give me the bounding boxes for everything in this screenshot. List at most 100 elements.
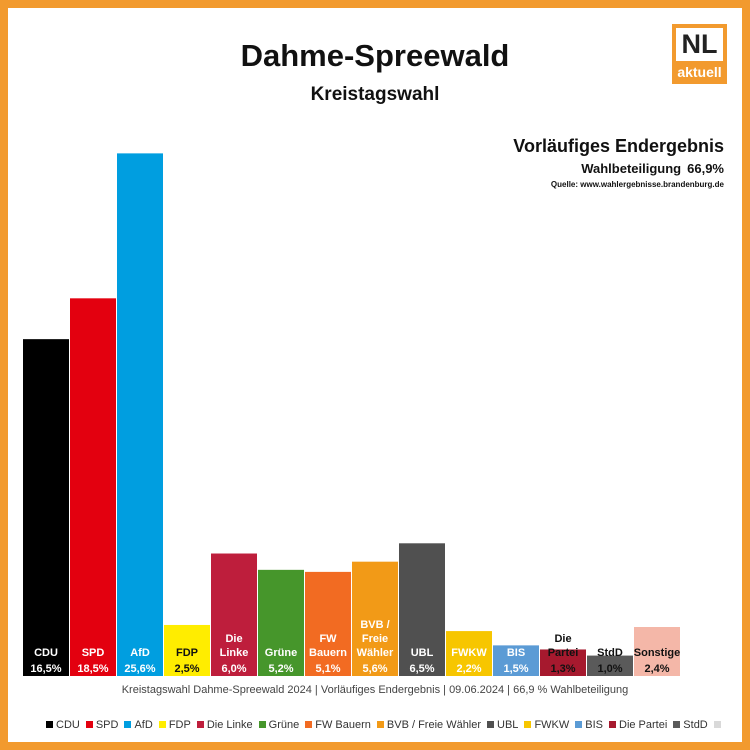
turnout-label: Wahlbeteiligung [581, 161, 682, 176]
value-label-die-partei: 1,3% [550, 663, 575, 675]
value-label-stdd: 1,0% [597, 663, 622, 675]
bar-die-linke [211, 553, 257, 676]
value-label-grüne: 5,2% [268, 663, 293, 675]
bar-label-bvb-freie-wähler-line-3: Wähler [357, 647, 394, 659]
legend-label: Die Linke [206, 719, 253, 731]
legend-item-bis: BIS [575, 719, 603, 731]
legend-label: FW Bauern [315, 719, 371, 731]
value-label-die-linke: 6,0% [221, 663, 246, 675]
value-label-bvb-freie-wähler: 5,6% [362, 663, 387, 675]
bar-ubl [399, 543, 445, 676]
result-status: Vorläufiges Endergebnis Wahlbeteiligung 6… [513, 136, 724, 189]
bar-label-die-linke-line-2: Linke [220, 647, 249, 659]
legend-item-bvb-freie-wähler: BVB / Freie Wähler [376, 719, 482, 731]
bar-fwkw [446, 631, 492, 676]
legend-swatch [376, 721, 384, 728]
bar-label-bvb-freie-wähler-line-1: BVB / [360, 619, 389, 631]
legend-item-fwkw: FWKW [524, 719, 569, 731]
legend-item-fw-bauern: FW Bauern [305, 719, 371, 731]
chart-legend: CDU SPD AfD FDP Die Linke Grüne FW Bauern BVB /… [46, 719, 730, 731]
value-label-spd: 18,5% [77, 663, 108, 675]
bar-bvb-freie-wähler [352, 561, 398, 676]
legend-item-spd: SPD [85, 719, 119, 731]
legend-swatch [575, 721, 583, 728]
legend-item-die-linke: Die Linke [196, 719, 253, 731]
bar-fdp [164, 624, 210, 676]
legend-swatch [85, 721, 93, 728]
bar-spd [70, 298, 116, 676]
value-label-sonstige: 2,4% [644, 663, 669, 675]
legend-label: BVB / Freie Wähler [386, 719, 482, 731]
bar-label-spd: SPD [82, 647, 105, 659]
bar-label-fw-bauern-line-1: FW [319, 633, 337, 645]
bar-label-afd: AfD [130, 647, 150, 659]
value-label-cdu: 16,5% [30, 663, 61, 675]
bar-bis [493, 645, 539, 676]
footnote: Kreistagswahl Dahme-Spreewald 2024 | Vor… [121, 684, 629, 696]
bar-label-fw-bauern-line-2: Bauern [309, 647, 347, 659]
value-label-fwkw: 2,2% [456, 663, 481, 675]
legend-swatch [158, 721, 166, 728]
legend-item-die-partei: Die Partei [609, 719, 667, 731]
legend-label: BIS [585, 719, 603, 731]
legend-swatch [713, 721, 721, 728]
chart-subtitle: Kreistagswahl [310, 84, 440, 105]
legend-swatch [673, 721, 681, 728]
turnout-line: Wahlbeteiligung 66,9% [513, 161, 724, 176]
logo-sub-text: aktuell [677, 64, 722, 80]
bar-label-die-partei-line-1: Die [554, 633, 571, 645]
legend-label: SPD [95, 719, 119, 731]
bar-label-cdu: CDU [34, 647, 58, 659]
bar-label-ubl: UBL [411, 647, 434, 659]
turnout-value: 66,9% [687, 161, 724, 176]
value-label-fw-bauern: 5,1% [315, 663, 340, 675]
legend-swatch [609, 721, 616, 728]
legend-label: Grüne [268, 719, 300, 731]
legend-item-empty [713, 719, 724, 731]
value-label-ubl: 6,5% [409, 663, 434, 675]
legend-swatch [305, 721, 313, 728]
logo-main-text: NL [676, 28, 723, 61]
bar-label-die-partei-line-2: Partei [548, 647, 579, 659]
bar-grüne [258, 569, 304, 676]
legend-swatch [487, 721, 495, 728]
nl-aktuell-logo: NL aktuell [672, 24, 727, 84]
legend-label: FWKW [534, 719, 570, 731]
legend-swatch [124, 721, 132, 728]
source-note: Quelle: www.wahlergebnisse.brandenburg.d… [550, 180, 724, 189]
legend-item-grüne: Grüne [258, 719, 300, 731]
bar-fw-bauern [305, 571, 351, 676]
legend-label: StdD [683, 719, 708, 731]
bar-label-bis: BIS [507, 647, 525, 659]
bar-die-partei [540, 649, 586, 676]
bar-label-stdd: StdD [597, 647, 623, 659]
bar-label-die-linke-line-1: Die [225, 633, 242, 645]
legend-swatch [524, 721, 532, 728]
bar-label-bvb-freie-wähler-line-2: Freie [362, 633, 388, 645]
value-label-bis: 1,5% [503, 663, 528, 675]
bar-cdu [23, 339, 69, 676]
bar-chart: 16,5% CDU 18,5% SPD 25,6% AfD 2,5% FDP 6,0% Die Li… [23, 153, 680, 676]
value-label-fdp: 2,5% [174, 663, 199, 675]
bar-stdd [587, 655, 633, 676]
status-title: Vorläufiges Endergebnis [513, 136, 724, 156]
bar-sonstige [634, 627, 680, 676]
legend-swatch [258, 721, 266, 728]
bar-label-fdp: FDP [176, 647, 198, 659]
legend-item-fdp: FDP [158, 719, 191, 731]
legend-label: CDU [56, 719, 80, 731]
legend-label: FDP [168, 719, 191, 731]
legend-item-stdd: StdD [673, 719, 708, 731]
bar-label-grüne: Grüne [265, 647, 297, 659]
bar-afd [117, 153, 163, 676]
legend-label: AfD [134, 719, 153, 731]
legend-item-afd: AfD [124, 719, 153, 731]
bar-label-sonstige: Sonstige [634, 647, 680, 659]
bar-label-fwkw: FWKW [451, 647, 487, 659]
value-label-afd: 25,6% [124, 663, 155, 675]
legend-swatch [196, 721, 204, 728]
legend-item-cdu: CDU [46, 719, 80, 731]
legend-item-ubl: UBL [487, 719, 518, 731]
legend-label: UBL [497, 719, 519, 731]
